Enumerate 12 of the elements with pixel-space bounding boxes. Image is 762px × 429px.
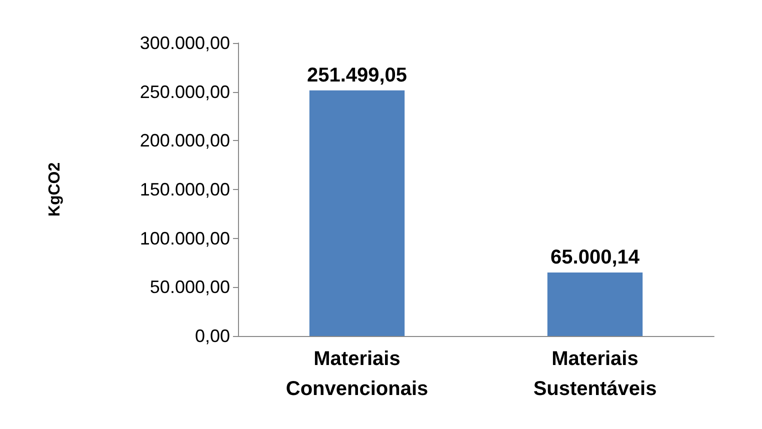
y-tick-label: 50.000,00 bbox=[150, 277, 230, 298]
x-tick-label: Materiais Convencionais bbox=[286, 348, 428, 400]
y-axis-title: KgCO2 bbox=[46, 162, 64, 217]
y-tick-label: 150.000,00 bbox=[140, 180, 230, 200]
x-tick-label: Materiais Sustentáveis bbox=[533, 348, 657, 400]
data-label: 251.499,05 bbox=[306, 64, 408, 86]
y-tick-label: 100.000,00 bbox=[140, 228, 230, 248]
y-tick-label: 0,00 bbox=[194, 326, 230, 346]
y-tick-label: 200.000,00 bbox=[140, 130, 230, 151]
y-tick-label: 300.000,00 bbox=[140, 33, 230, 53]
data-label: 65.000,14 bbox=[550, 246, 640, 269]
y-tick-label: 250.000,00 bbox=[140, 82, 230, 102]
